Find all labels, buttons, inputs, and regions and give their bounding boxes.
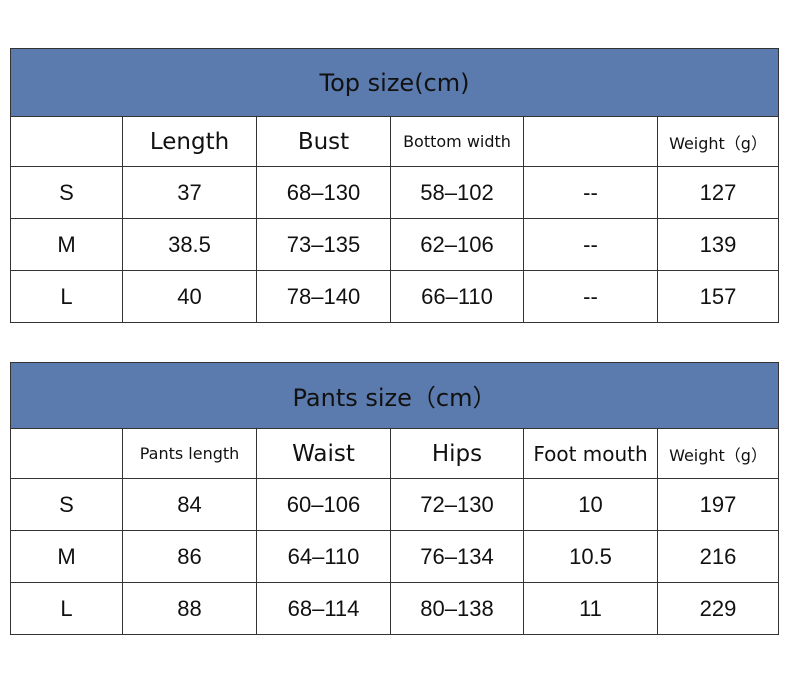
column-header	[10, 116, 123, 167]
pants-size-table: Pants size（cm） Pants length Waist Hips F…	[9, 362, 780, 635]
column-header: Weight（g）	[656, 428, 780, 479]
table-title: Pants size（cm）	[9, 362, 780, 429]
cell: M	[10, 218, 123, 271]
cell: 10.5	[523, 530, 658, 583]
column-header: Waist	[256, 428, 391, 479]
cell: S	[10, 166, 123, 219]
column-header: Pants length	[122, 428, 257, 479]
table-row: M 86 64–110 76–134 10.5 216	[10, 530, 780, 583]
cell: 80–138	[390, 582, 524, 635]
cell: 216	[656, 530, 780, 583]
table-row: L 40 78–140 66–110 -- 157	[10, 270, 780, 323]
cell: 66–110	[390, 270, 524, 323]
top-size-table: Top size(cm) Length Bust Bottom width We…	[9, 48, 780, 323]
cell: 58–102	[390, 166, 524, 219]
cell: 139	[656, 218, 780, 271]
cell: S	[10, 478, 123, 531]
cell: 72–130	[390, 478, 524, 531]
cell: 76–134	[390, 530, 524, 583]
cell: 78–140	[256, 270, 391, 323]
table-row: M 38.5 73–135 62–106 -- 139	[10, 218, 780, 271]
cell: M	[10, 530, 123, 583]
cell: 197	[656, 478, 780, 531]
cell: 62–106	[390, 218, 524, 271]
cell: 84	[122, 478, 257, 531]
cell: L	[10, 582, 123, 635]
cell: 229	[656, 582, 780, 635]
column-header: Bust	[256, 116, 391, 167]
cell: 86	[122, 530, 257, 583]
column-header: Foot mouth	[523, 428, 658, 479]
cell: 127	[656, 166, 780, 219]
column-header: Bottom width	[390, 116, 524, 167]
cell: --	[523, 218, 658, 271]
cell: L	[10, 270, 123, 323]
table-row: S 84 60–106 72–130 10 197	[10, 478, 780, 531]
cell: 40	[122, 270, 257, 323]
cell: 60–106	[256, 478, 391, 531]
cell: --	[523, 166, 658, 219]
cell: 11	[523, 582, 658, 635]
table-row: S 37 68–130 58–102 -- 127	[10, 166, 780, 219]
cell: 37	[122, 166, 257, 219]
cell: --	[523, 270, 658, 323]
cell: 88	[122, 582, 257, 635]
column-header: Length	[122, 116, 257, 167]
cell: 68–114	[256, 582, 391, 635]
column-header	[523, 116, 658, 167]
cell: 38.5	[122, 218, 257, 271]
table-row: L 88 68–114 80–138 11 229	[10, 582, 780, 635]
cell: 10	[523, 478, 658, 531]
cell: 73–135	[256, 218, 391, 271]
cell: 157	[656, 270, 780, 323]
column-header	[10, 428, 123, 479]
table-title: Top size(cm)	[9, 48, 780, 117]
column-header: Hips	[390, 428, 524, 479]
cell: 68–130	[256, 166, 391, 219]
column-header: Weight（g）	[656, 116, 780, 167]
cell: 64–110	[256, 530, 391, 583]
